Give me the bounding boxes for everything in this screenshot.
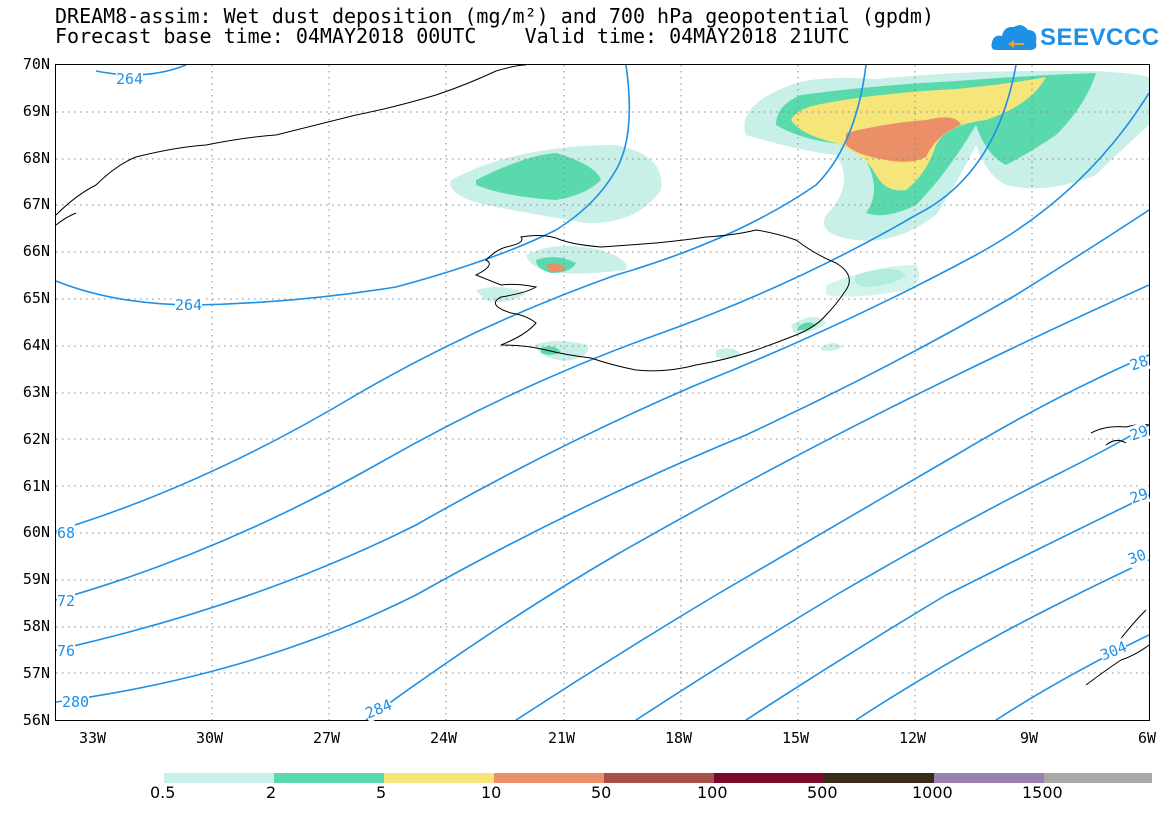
lat-label: 66N bbox=[22, 242, 50, 260]
graticule bbox=[56, 65, 1149, 720]
lat-label: 57N bbox=[22, 664, 50, 682]
lon-label: 24W bbox=[430, 729, 458, 747]
legend-swatch bbox=[824, 773, 934, 783]
lat-label: 58N bbox=[22, 617, 50, 635]
logo-text: SEEVCCC bbox=[1040, 24, 1160, 51]
legend-label: 1500 bbox=[1022, 783, 1063, 802]
contour-label: 72 bbox=[57, 592, 76, 610]
lon-label: 6W bbox=[1138, 729, 1157, 747]
lat-label: 59N bbox=[22, 570, 50, 588]
lat-label: 60N bbox=[22, 523, 50, 541]
legend-label: 500 bbox=[807, 783, 838, 802]
legend-label: 2 bbox=[266, 783, 277, 802]
lat-label: 61N bbox=[22, 477, 50, 495]
legend-swatch bbox=[494, 773, 604, 783]
dust-deposition-shading bbox=[450, 70, 1149, 361]
legend-swatch bbox=[714, 773, 824, 783]
map-title-line2: Forecast base time: 04MAY2018 00UTC Vali… bbox=[55, 24, 850, 48]
legend-swatch bbox=[274, 773, 384, 783]
contour-label: 280 bbox=[62, 693, 90, 711]
lon-label: 21W bbox=[548, 729, 576, 747]
legend-label: 5 bbox=[376, 783, 387, 802]
lat-label: 63N bbox=[22, 383, 50, 401]
geopotential-contours bbox=[56, 65, 1149, 720]
lat-label: 56N bbox=[22, 711, 50, 729]
contour-label: 68 bbox=[57, 524, 76, 542]
legend-swatch bbox=[384, 773, 494, 783]
legend-label: 0.5 bbox=[150, 783, 176, 802]
lat-label: 68N bbox=[22, 149, 50, 167]
lon-label: 9W bbox=[1020, 729, 1039, 747]
lat-label: 69N bbox=[22, 102, 50, 120]
lon-label: 30W bbox=[196, 729, 224, 747]
contour-label: 264 bbox=[175, 296, 203, 314]
lon-label: 18W bbox=[665, 729, 693, 747]
legend-swatch bbox=[604, 773, 714, 783]
legend-label: 50 bbox=[591, 783, 612, 802]
contour-label: 76 bbox=[57, 642, 76, 660]
lon-label: 12W bbox=[899, 729, 927, 747]
cloud-icon bbox=[991, 25, 1037, 50]
map-canvas bbox=[55, 64, 1150, 721]
legend-swatch bbox=[164, 773, 274, 783]
lat-label: 67N bbox=[22, 195, 50, 213]
lat-label: 64N bbox=[22, 336, 50, 354]
lat-label: 62N bbox=[22, 430, 50, 448]
lon-label: 33W bbox=[79, 729, 107, 747]
lat-label: 70N bbox=[22, 55, 50, 73]
legend-swatch bbox=[1044, 773, 1152, 783]
legend-label: 10 bbox=[481, 783, 502, 802]
legend-label: 1000 bbox=[912, 783, 953, 802]
legend-label: 100 bbox=[697, 783, 728, 802]
lon-label: 15W bbox=[782, 729, 810, 747]
lat-label: 65N bbox=[22, 289, 50, 307]
lon-label: 27W bbox=[313, 729, 341, 747]
map-title-line1: DREAM8-assim: Wet dust deposition (mg/m²… bbox=[55, 4, 934, 28]
legend-swatch bbox=[934, 773, 1044, 783]
contour-label: 264 bbox=[116, 70, 144, 88]
